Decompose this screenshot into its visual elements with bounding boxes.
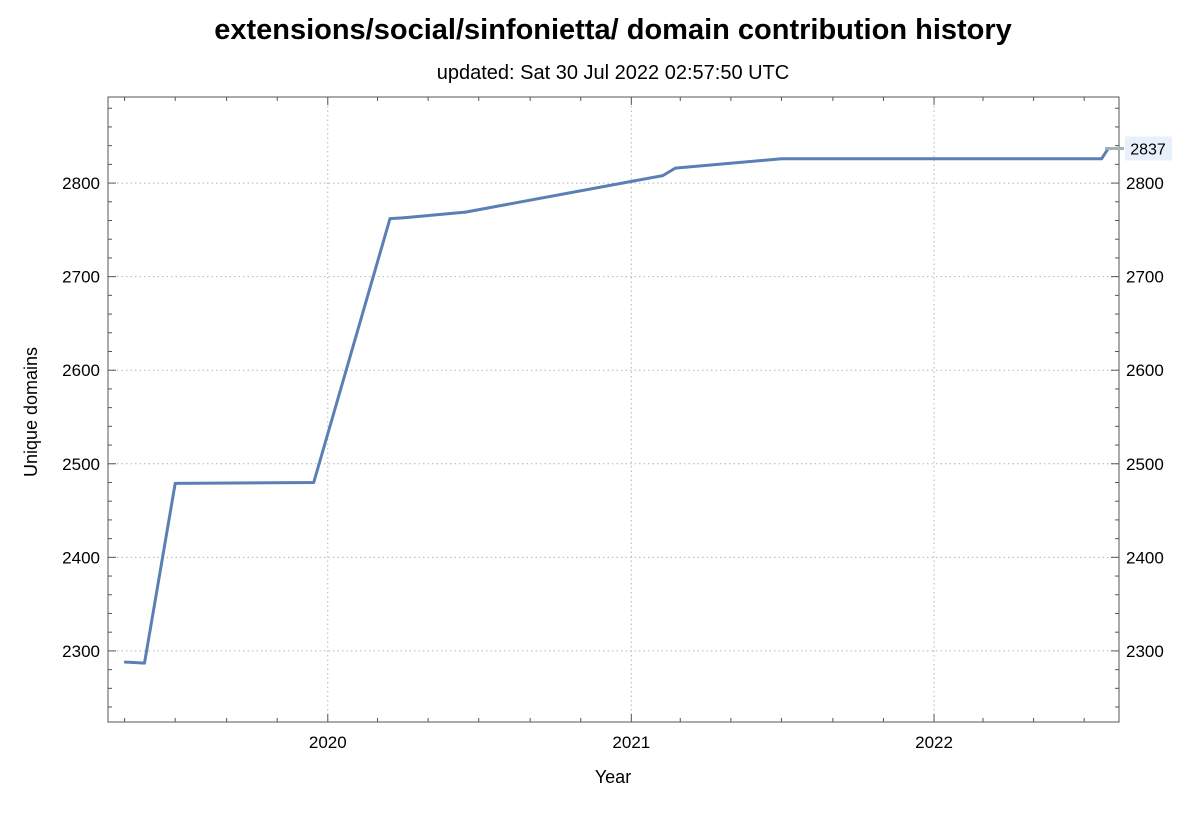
x-tick-label: 2022 (915, 733, 953, 752)
y-tick-label-right: 2800 (1126, 174, 1164, 193)
series-line (123, 147, 1110, 665)
y-tick-label: 2500 (62, 455, 100, 474)
data-point (124, 660, 127, 664)
y-tick-label: 2800 (62, 174, 100, 193)
data-point (143, 661, 146, 665)
y-tick-label-right: 2500 (1126, 455, 1164, 474)
x-tick-label: 2020 (309, 733, 347, 752)
y-tick-label: 2600 (62, 361, 100, 380)
data-point (464, 210, 467, 214)
series-layer (123, 147, 1110, 665)
y-tick-label-right: 2400 (1126, 548, 1164, 567)
chart-title: extensions/social/sinfonietta/ domain co… (214, 14, 1012, 46)
y-tick-label: 2400 (62, 548, 100, 567)
grid-lines (108, 97, 1119, 722)
y-axis-label: Unique domains (21, 347, 41, 477)
data-point (1100, 157, 1103, 161)
data-point (673, 166, 677, 170)
last-value-box (1125, 136, 1172, 161)
tick-labels: 2300 2300 2400 2400 2500 2500 2600 2600 2700 2700… (62, 174, 1164, 752)
data-point (780, 157, 783, 161)
data-point (661, 174, 665, 177)
y-tick-label: 2700 (62, 268, 100, 287)
y-tick-label-right: 2700 (1126, 268, 1164, 287)
last-value-callout: 2837 (1105, 136, 1172, 161)
chart-subtitle: updated: Sat 30 Jul 2022 02:57:50 UTC (436, 62, 790, 84)
y-tick-label-right: 2300 (1126, 642, 1164, 661)
plot-frame (107, 96, 1120, 723)
data-point (388, 217, 392, 221)
x-tick-label: 2021 (612, 733, 650, 752)
y-tick-label-right: 2600 (1126, 361, 1164, 380)
data-point (312, 481, 316, 484)
axis-ticks (108, 97, 1119, 722)
data-point (402, 216, 406, 220)
data-point (173, 482, 177, 485)
x-axis-label: Year (595, 767, 631, 787)
y-tick-label: 2300 (62, 642, 100, 661)
last-value-label: 2837 (1130, 141, 1166, 158)
